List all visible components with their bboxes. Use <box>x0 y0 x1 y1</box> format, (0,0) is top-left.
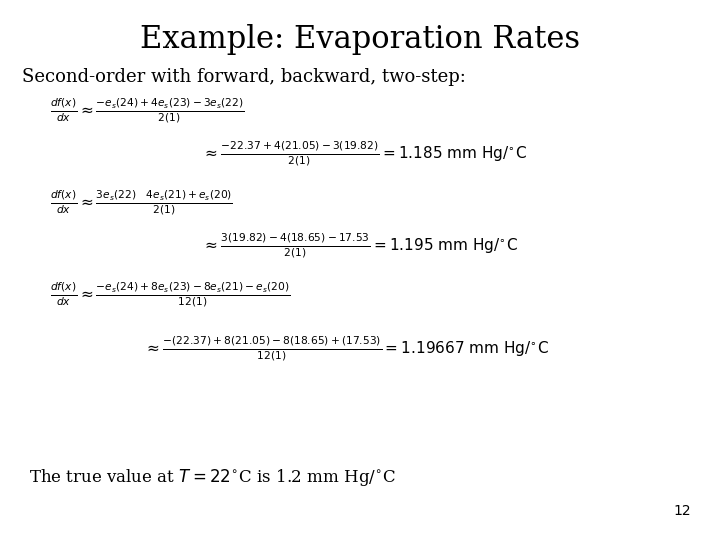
Text: $\frac{df(x)}{dx} \approx \frac{-e_s(24)+8e_s(23)-8e_s(21)-e_s(20)}{12(1)}$: $\frac{df(x)}{dx} \approx \frac{-e_s(24)… <box>50 280 291 308</box>
Text: $\approx \frac{-(22.37)+8(21.05)-8(18.65)+(17.53)}{12(1)} = 1.19667\ \mathrm{mm\: $\approx \frac{-(22.37)+8(21.05)-8(18.65… <box>144 334 549 362</box>
Text: $\frac{df(x)}{dx} \approx \frac{-e_s(24)+4e_s(23)-3e_s(22)}{2(1)}$: $\frac{df(x)}{dx} \approx \frac{-e_s(24)… <box>50 97 245 125</box>
Text: 12: 12 <box>674 504 691 518</box>
Text: $\approx \frac{-22.37+4(21.05)-3(19.82)}{2(1)} = 1.185\ \mathrm{mm\ Hg/^{\circ}C: $\approx \frac{-22.37+4(21.05)-3(19.82)}… <box>202 140 526 168</box>
Text: $\approx \frac{3(19.82)-4(18.65)-17.53}{2(1)} = 1.195\ \mathrm{mm\ Hg/^{\circ}C}: $\approx \frac{3(19.82)-4(18.65)-17.53}{… <box>202 232 518 260</box>
Text: Example: Evaporation Rates: Example: Evaporation Rates <box>140 24 580 55</box>
Text: $\frac{df(x)}{dx} \approx \frac{3e_s(22) \quad 4e_s(21)+e_s(20)}{2(1)}$: $\frac{df(x)}{dx} \approx \frac{3e_s(22)… <box>50 188 233 217</box>
Text: The true value at $T = 22^{\circ}$C is 1.2 mm Hg/$^{\circ}$C: The true value at $T = 22^{\circ}$C is 1… <box>29 468 396 488</box>
Text: Second-order with forward, backward, two-step:: Second-order with forward, backward, two… <box>22 68 465 85</box>
